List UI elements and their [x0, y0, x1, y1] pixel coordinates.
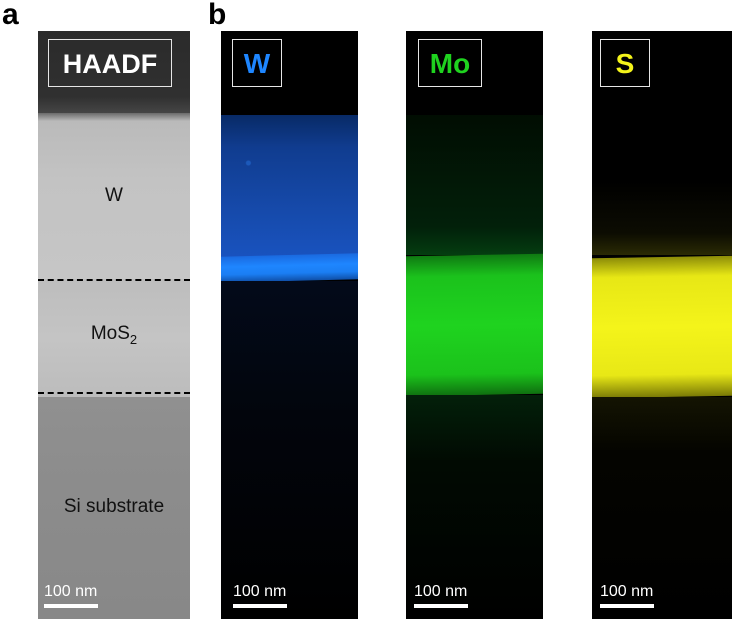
panel-letter-b: b — [208, 0, 227, 31]
scale-bar-w — [233, 604, 287, 608]
scale-bar-s — [600, 604, 654, 608]
s-map-label: S — [600, 39, 650, 87]
scale-bar-label-haadf: 100 nm — [44, 583, 98, 600]
mo-map-label: Mo — [418, 39, 482, 87]
s-eds-map: S 100 nm — [592, 31, 732, 619]
vacuum-region — [38, 31, 190, 113]
mo-signal-top — [406, 115, 543, 255]
w-map-label-text: W — [243, 48, 271, 79]
mo-eds-map: Mo 100 nm — [406, 31, 543, 619]
panel-letter-a: a — [2, 0, 19, 31]
w-layer-edge — [38, 113, 190, 121]
mo-signal-band — [406, 253, 543, 397]
scale-bar-label-w: 100 nm — [233, 583, 287, 600]
s-signal-band — [592, 255, 732, 399]
label-mos2-subscript: 2 — [129, 331, 138, 347]
mo-map-label-text: Mo — [429, 48, 471, 79]
w-signal-bright-band — [221, 253, 358, 283]
si-substrate-region — [38, 397, 190, 619]
scale-bar-label-mo: 100 nm — [414, 583, 468, 600]
haadf-title: HAADF — [48, 39, 172, 87]
w-signal-tail — [221, 281, 358, 619]
scale-bar-haadf — [44, 604, 98, 608]
s-map-label-text: S — [615, 48, 635, 79]
interface-dashed-line-bottom — [38, 392, 190, 394]
w-map-label: W — [232, 39, 282, 87]
w-signal-band — [221, 115, 358, 275]
haadf-image: HAADF W MoS2 Si substrate 100 nm — [38, 31, 190, 619]
mo-signal-bottom — [406, 395, 543, 619]
w-layer-region — [38, 113, 190, 279]
s-signal-top — [592, 181, 732, 255]
label-w-layer: W — [105, 185, 123, 206]
scale-bar-label-s: 100 nm — [600, 583, 654, 600]
interface-dashed-line-top — [38, 279, 190, 281]
s-signal-bottom — [592, 397, 732, 619]
label-mos2-layer: MoS2 — [38, 323, 190, 347]
label-si-substrate: Si substrate — [63, 496, 165, 517]
label-mos2-base: MoS — [90, 323, 130, 344]
mos2-layer-region — [38, 279, 190, 397]
w-eds-map: W 100 nm — [221, 31, 358, 619]
scale-bar-mo — [414, 604, 468, 608]
